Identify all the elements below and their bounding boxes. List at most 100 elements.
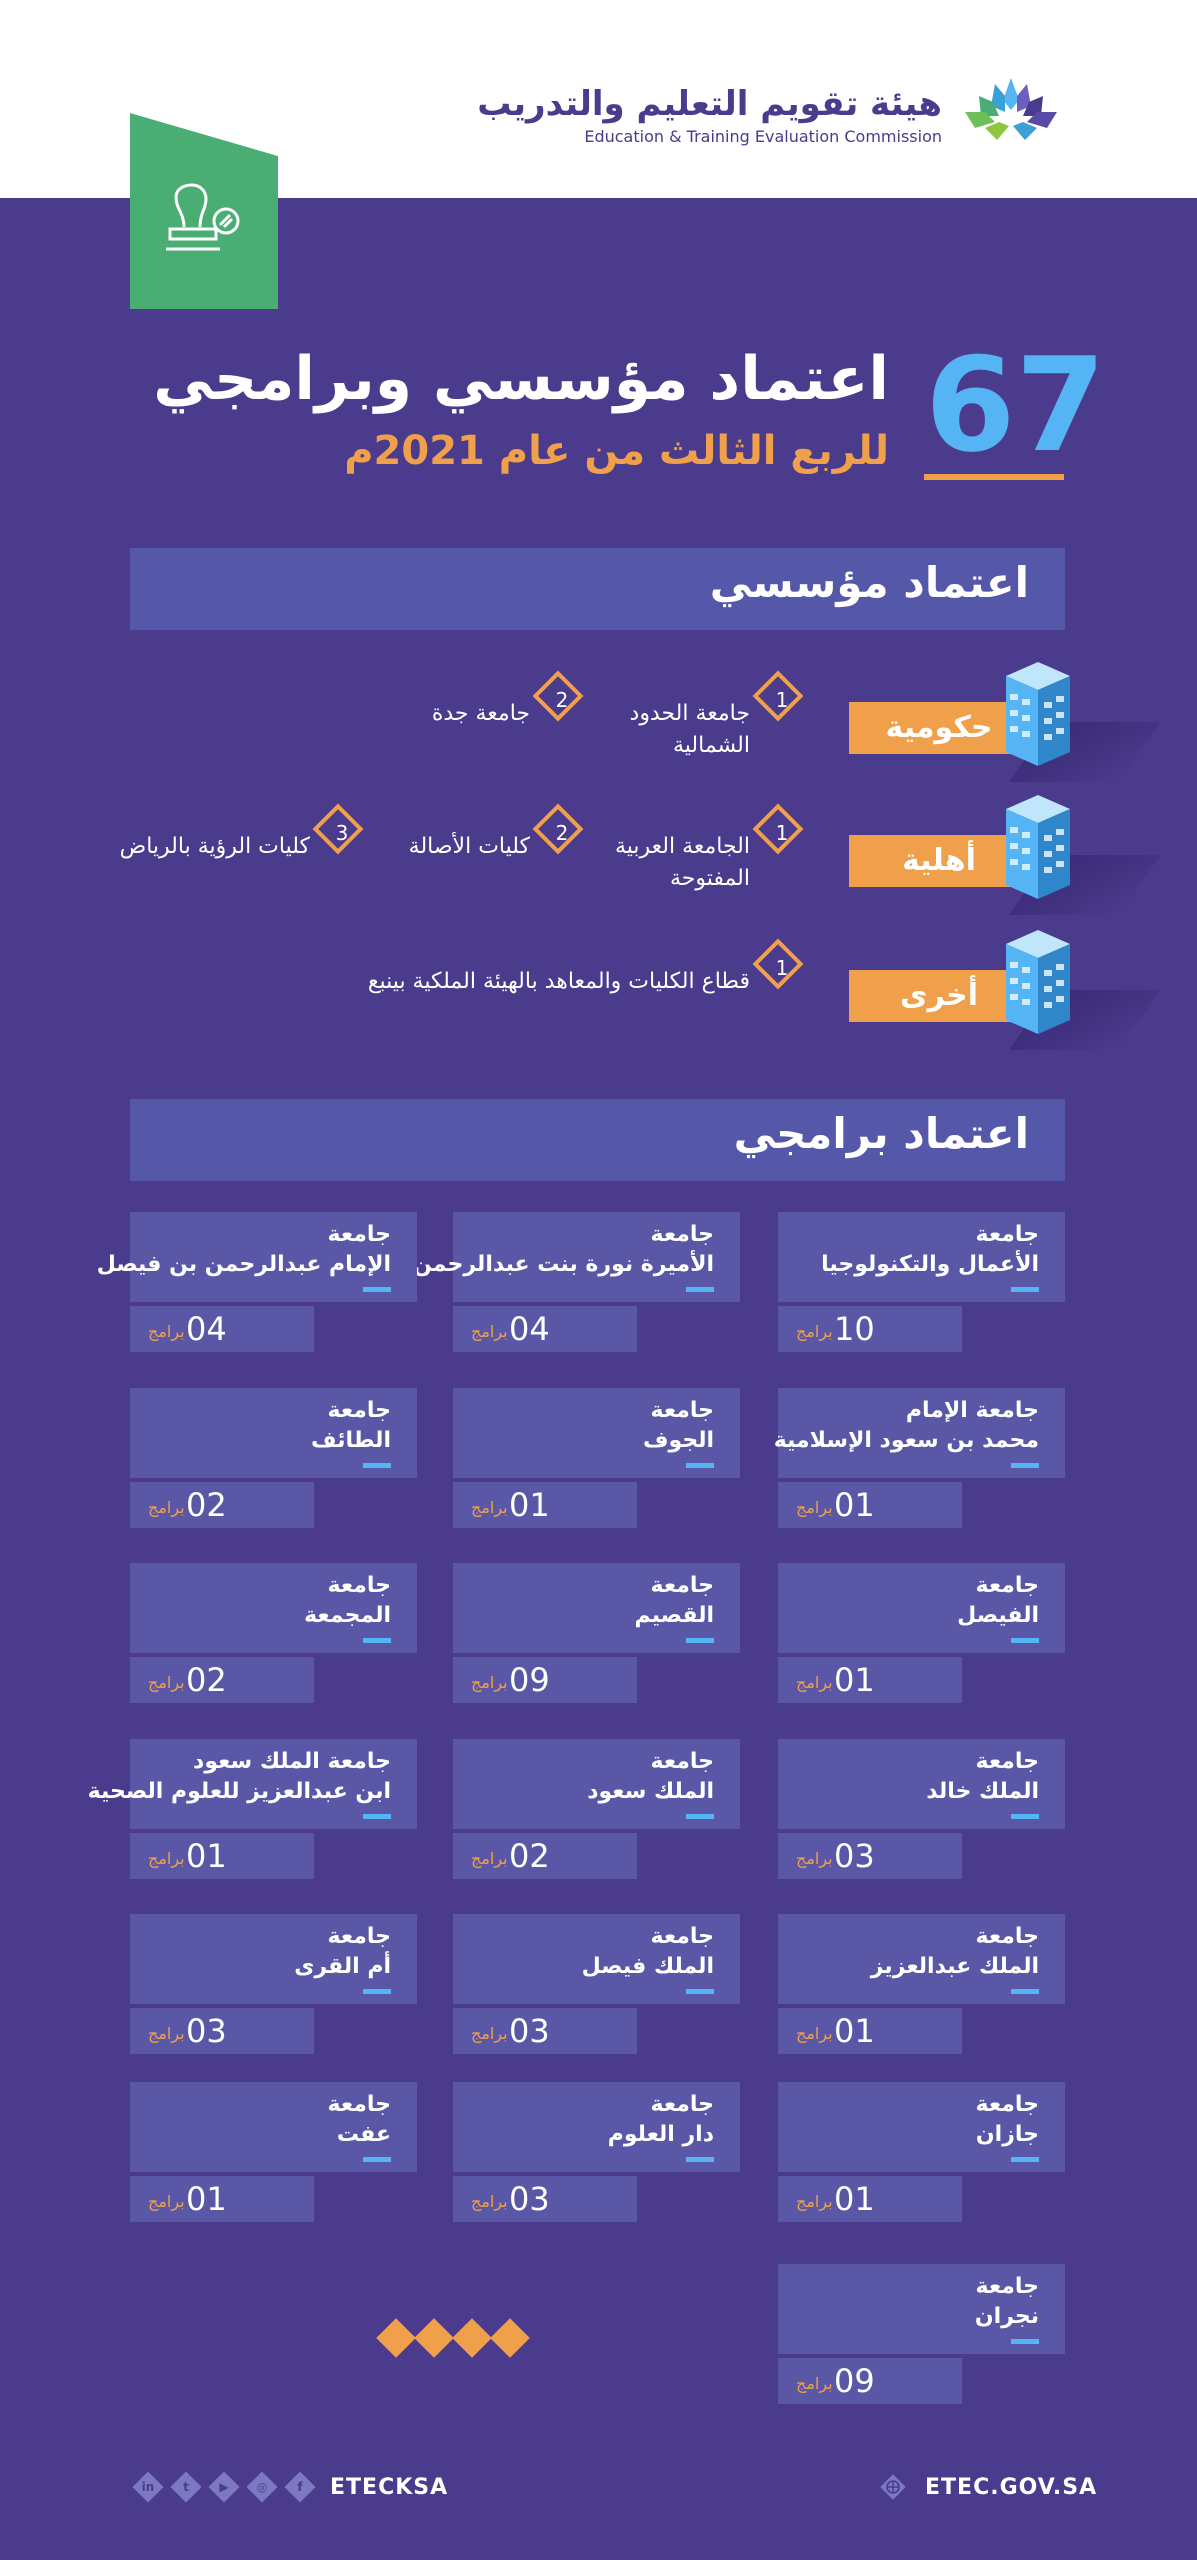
university-name-line2: نجران xyxy=(974,2304,1039,2329)
program-unit-label: برامج xyxy=(148,1498,185,1517)
university-card: جامعة المجمعة xyxy=(130,1563,417,1653)
card-accent-bar xyxy=(1011,2339,1039,2344)
program-count-box: 01 برامج xyxy=(130,2176,314,2222)
university-name-line2: الملك فيصل xyxy=(581,1954,714,1979)
program-count: 03 xyxy=(509,2180,550,2218)
institution-name: كليات الرؤية بالرياض xyxy=(120,831,310,863)
twitter-icon[interactable]: t xyxy=(170,2471,202,2503)
card-accent-bar xyxy=(686,1989,714,1994)
program-unit-label: برامج xyxy=(796,1498,833,1517)
instagram-icon[interactable]: ◎ xyxy=(246,2471,278,2503)
university-name-line1: جامعة xyxy=(327,1222,392,1247)
university-name-line2: القصيم xyxy=(634,1603,714,1628)
logo-arabic-text: هيئة تقويم التعليم والتدريب xyxy=(477,84,942,124)
institution-name-line2: الشمالية xyxy=(673,732,750,758)
card-accent-bar xyxy=(1011,1638,1039,1643)
program-count: 04 xyxy=(186,1310,227,1348)
card-accent-bar xyxy=(686,1638,714,1643)
program-count-box: 02 برامج xyxy=(130,1657,314,1703)
program-count-box: 01 برامج xyxy=(130,1833,314,1879)
decorative-diamond xyxy=(490,2318,530,2358)
university-name-line1: جامعة الملك سعود xyxy=(193,1749,391,1774)
program-count: 03 xyxy=(186,2012,227,2050)
program-unit-label: برامج xyxy=(148,2024,185,2043)
card-accent-bar xyxy=(363,1814,391,1819)
university-name-line2: عفت xyxy=(336,2122,391,2147)
card-accent-bar xyxy=(1011,2157,1039,2162)
university-card: جامعة الأميرة نورة بنت عبدالرحمن xyxy=(413,1212,740,1302)
university-name-line2: ابن عبدالعزيز للعلوم الصحية xyxy=(87,1779,391,1804)
card-accent-bar xyxy=(363,2157,391,2162)
institutional-category-row: حكومية 1 جامعة الحدود الشمالية 2 جامعة جدة xyxy=(0,662,1197,782)
institution-name-line1: جامعة جدة xyxy=(431,701,530,726)
program-unit-label: برامج xyxy=(471,1322,508,1341)
university-name-line1: جامعة xyxy=(650,2092,715,2117)
university-name-line2: الفيصل xyxy=(957,1603,1039,1628)
card-accent-bar xyxy=(363,1989,391,1994)
university-card: جامعة الإمام عبدالرحمن بن فيصل xyxy=(97,1212,417,1302)
university-card: جامعة أم القرى xyxy=(130,1914,417,2004)
university-name-line1: جامعة xyxy=(650,1573,715,1598)
university-card: جامعة الملك فيصل xyxy=(453,1914,740,2004)
program-unit-label: برامج xyxy=(148,1322,185,1341)
program-count-box: 10 برامج xyxy=(778,1306,962,1352)
card-accent-bar xyxy=(363,1287,391,1292)
program-count: 10 xyxy=(834,1310,875,1348)
page-title: اعتماد مؤسسي وبرامجي xyxy=(153,344,889,414)
university-card: جامعة الطائف xyxy=(130,1388,417,1478)
university-card: جامعة الجوف xyxy=(453,1388,740,1478)
total-accreditations-number: 67 xyxy=(925,329,1106,481)
university-card: جامعة نجران xyxy=(778,2264,1065,2354)
university-name-line1: جامعة xyxy=(650,1749,715,1774)
page-subtitle: للربع الثالث من عام 2021م xyxy=(344,428,889,474)
program-count: 09 xyxy=(509,1661,550,1699)
university-name-line2: أم القرى xyxy=(294,1954,391,1979)
institution-name-line1: الجامعة العربية xyxy=(614,834,750,859)
university-name-line1: جامعة xyxy=(975,1924,1040,1949)
university-name-line1: جامعة xyxy=(327,1573,392,1598)
university-name-line1: جامعة xyxy=(975,2274,1040,2299)
youtube-icon[interactable]: ▶ xyxy=(208,2471,240,2503)
institution-name-line1: جامعة الحدود xyxy=(629,701,750,726)
program-count: 02 xyxy=(509,1837,550,1875)
program-unit-label: برامج xyxy=(796,1322,833,1341)
program-count: 01 xyxy=(186,2180,227,2218)
institution-name-line1: قطاع الكليات والمعاهد بالهيئة الملكية بي… xyxy=(367,969,750,994)
university-card: جامعة الملك سعود ابن عبدالعزيز للعلوم الص… xyxy=(88,1739,417,1829)
program-unit-label: برامج xyxy=(148,1849,185,1868)
university-card: جامعة دار العلوم xyxy=(453,2082,740,2172)
program-unit-label: برامج xyxy=(148,2192,185,2211)
university-card: جامعة القصيم xyxy=(453,1563,740,1653)
university-name-line1: جامعة xyxy=(975,1749,1040,1774)
card-accent-bar xyxy=(686,1814,714,1819)
social-handle[interactable]: ETECKSA xyxy=(330,2475,449,2500)
program-unit-label: برامج xyxy=(796,2024,833,2043)
university-name-line1: جامعة xyxy=(327,2092,392,2117)
university-name-line2: محمد بن سعود الإسلامية xyxy=(773,1428,1039,1453)
university-name-line2: الطائف xyxy=(311,1428,391,1453)
program-count: 09 xyxy=(834,2362,875,2400)
linkedin-icon[interactable]: in xyxy=(132,2471,164,2503)
decorative-diamond xyxy=(414,2318,454,2358)
program-count-box: 02 برامج xyxy=(453,1833,637,1879)
university-name-line2: الملك سعود xyxy=(587,1779,714,1804)
university-name-line2: دار العلوم xyxy=(607,2122,714,2147)
building-icon xyxy=(1006,930,1070,1034)
rank-number: 2 xyxy=(555,688,569,712)
program-count: 03 xyxy=(509,2012,550,2050)
university-name-line2: الإمام عبدالرحمن بن فيصل xyxy=(96,1252,391,1277)
facebook-icon[interactable]: f xyxy=(284,2471,316,2503)
institutional-category-row: أهلية 1 الجامعة العربية المفتوحة 2 كليات الأص… xyxy=(0,795,1197,915)
building-icon xyxy=(1006,795,1070,899)
program-count-box: 03 برامج xyxy=(778,1833,962,1879)
university-card: جامعة الإمام محمد بن سعود الإسلامية xyxy=(774,1388,1065,1478)
university-name-line2: جازان xyxy=(975,2122,1039,2147)
program-unit-label: برامج xyxy=(796,2192,833,2211)
program-unit-label: برامج xyxy=(796,2374,833,2393)
website-link[interactable]: ETEC.GOV.SA xyxy=(925,2475,1098,2500)
university-name-line2: الملك عبدالعزيز xyxy=(870,1954,1039,1979)
university-name-line2: الملك خالد xyxy=(926,1779,1039,1804)
decorative-diamond xyxy=(376,2318,416,2358)
university-name-line1: جامعة xyxy=(650,1398,715,1423)
institution-name: الجامعة العربية المفتوحة xyxy=(615,831,750,895)
